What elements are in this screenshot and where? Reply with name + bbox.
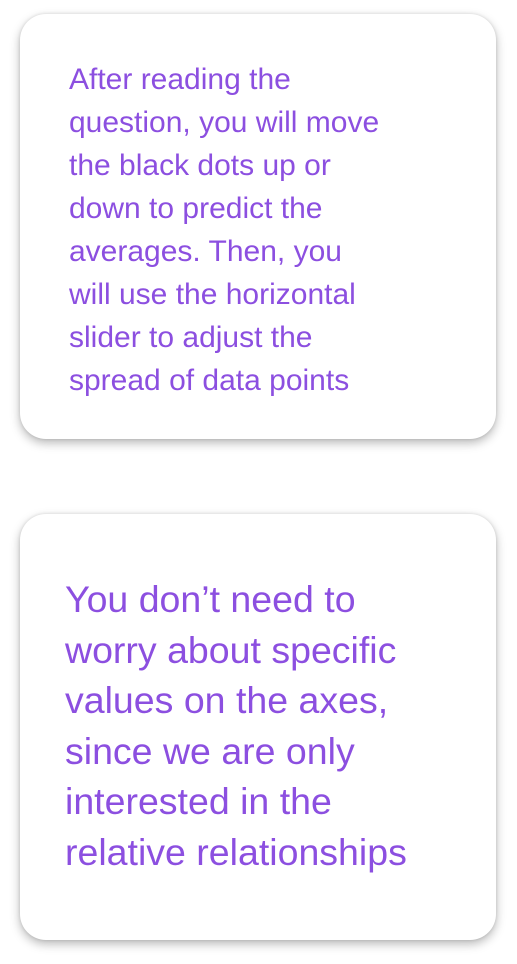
instruction-text: After reading the question, you will mov… [69,58,466,402]
text-line: worry about specific [65,628,397,671]
text-line: values on the axes, [65,679,389,721]
text-line: You don’t need to [65,578,356,620]
text-line: relative relationships [65,830,407,873]
text-line: slider to adjust the [69,321,313,354]
text-line: will use the horizontal [69,278,356,311]
text-line: since we are only [65,729,355,772]
text-line: down to predict the [69,192,323,225]
instruction-text: You don’t need to worry about specific v… [65,574,476,877]
instruction-card-axes-note: You don’t need to worry about specific v… [20,514,496,940]
text-line: question, you will move [69,106,380,139]
instruction-card-moving-dots: After reading the question, you will mov… [20,14,496,439]
text-line: interested in the [65,780,332,822]
text-line: After reading the [69,63,291,96]
text-line: averages. Then, you [69,235,342,268]
text-line: the black dots up or [69,149,331,182]
text-line: spread of data points [69,364,350,397]
